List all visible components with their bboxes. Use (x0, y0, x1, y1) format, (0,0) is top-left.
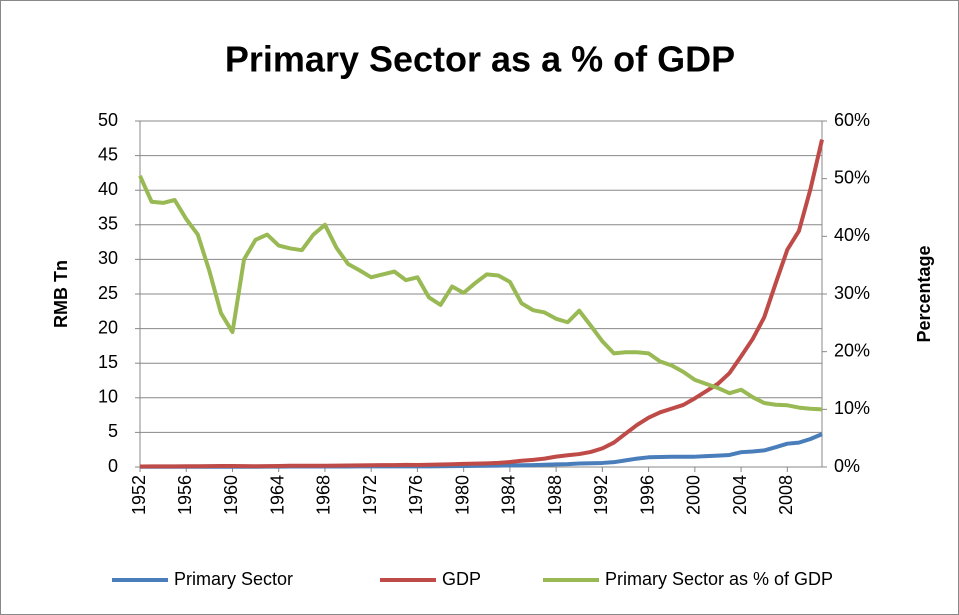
y-tick-label: 15 (98, 352, 118, 372)
x-tick-label: 1956 (175, 475, 195, 515)
x-tick-label: 1980 (452, 475, 472, 515)
y2-tick-label: 10% (834, 398, 870, 418)
x-tick-label: 1964 (267, 475, 287, 515)
x-tick-label: 1972 (360, 475, 380, 515)
y-tick-label: 30 (98, 248, 118, 268)
x-tick-label: 1992 (591, 475, 611, 515)
legend-label: Primary Sector (174, 569, 293, 589)
y2-tick-label: 20% (834, 340, 870, 360)
y2-tick-label: 60% (834, 110, 870, 130)
y-tick-label: 40 (98, 179, 118, 199)
legend-label: Primary Sector as % of GDP (605, 569, 833, 589)
series-line (139, 139, 824, 469)
x-tick-label: 1984 (499, 475, 519, 515)
y2-tick-label: 0% (834, 456, 860, 476)
x-tick-label: 1952 (129, 475, 149, 515)
y2-tick-label: 40% (834, 225, 870, 245)
x-tick-label: 2000 (684, 475, 704, 515)
y2-tick-label: 50% (834, 167, 870, 187)
x-tick-label: 1960 (221, 475, 241, 515)
legend-label: GDP (442, 569, 481, 589)
series-line (138, 174, 823, 412)
y-tick-label: 20 (98, 317, 118, 337)
x-tick-label: 2004 (730, 475, 750, 515)
y-tick-label: 5 (108, 421, 118, 441)
y2-tick-label: 30% (834, 283, 870, 303)
y-tick-label: 35 (98, 214, 118, 234)
x-tick-label: 1976 (406, 475, 426, 515)
y-axis-title: RMB Tn (51, 260, 71, 328)
x-tick-label: 1968 (314, 475, 334, 515)
chart-title: Primary Sector as a % of GDP (225, 39, 735, 80)
y2-axis-title: Percentage (914, 245, 934, 342)
x-tick-label: 1988 (545, 475, 565, 515)
x-tick-label: 1996 (637, 475, 657, 515)
y-tick-label: 50 (98, 110, 118, 130)
y-tick-label: 45 (98, 144, 118, 164)
y-tick-label: 25 (98, 283, 118, 303)
y-tick-label: 0 (108, 456, 118, 476)
x-tick-label: 2008 (776, 475, 796, 515)
y-tick-label: 10 (98, 387, 118, 407)
